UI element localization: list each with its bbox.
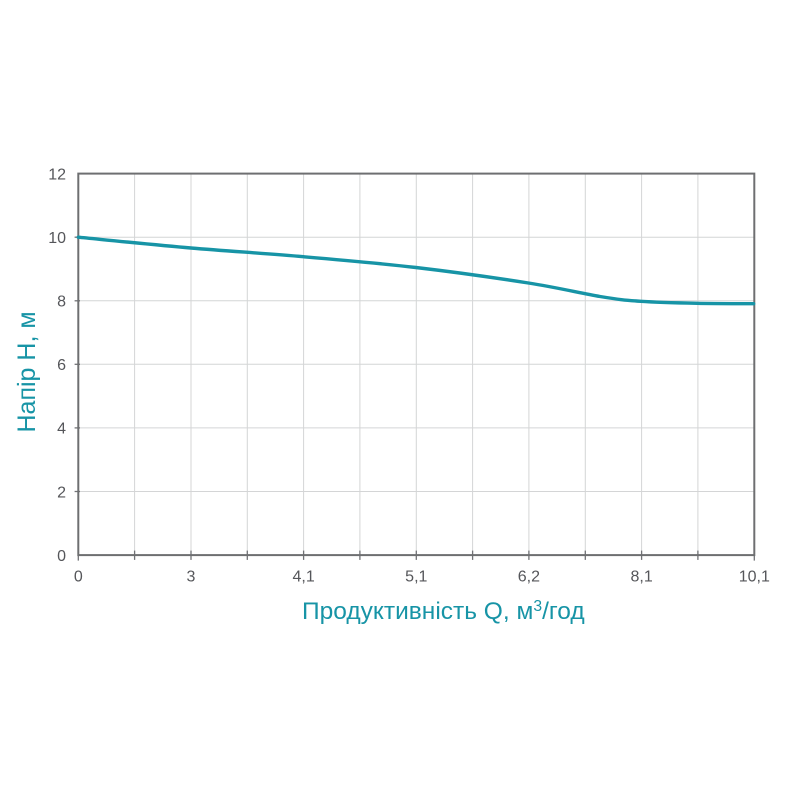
svg-text:6,2: 6,2 xyxy=(518,569,540,586)
svg-text:10,1: 10,1 xyxy=(739,569,770,586)
svg-text:0: 0 xyxy=(74,569,83,586)
svg-text:10: 10 xyxy=(48,230,66,247)
svg-text:Напір Н, м: Напір Н, м xyxy=(13,311,41,432)
svg-text:0: 0 xyxy=(57,548,66,565)
svg-text:8: 8 xyxy=(57,294,66,311)
svg-text:Продуктивність Q, м3/год: Продуктивність Q, м3/год xyxy=(302,598,585,625)
svg-text:5,1: 5,1 xyxy=(405,569,427,586)
svg-text:2: 2 xyxy=(57,484,66,501)
svg-text:4: 4 xyxy=(57,421,66,438)
svg-text:8,1: 8,1 xyxy=(630,569,652,586)
svg-text:12: 12 xyxy=(48,166,66,183)
svg-text:3: 3 xyxy=(187,569,196,586)
svg-text:4,1: 4,1 xyxy=(292,569,314,586)
svg-text:6: 6 xyxy=(57,357,66,374)
